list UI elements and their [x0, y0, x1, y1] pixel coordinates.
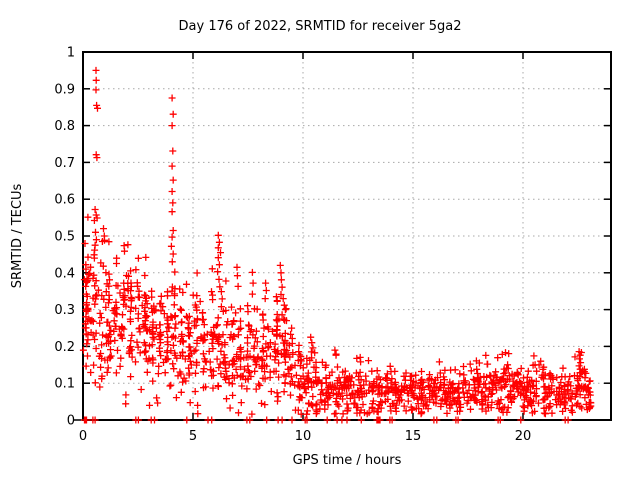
svg-text:0.1: 0.1 [54, 377, 75, 392]
x-axis-label: GPS time / hours [293, 453, 402, 468]
svg-text:15: 15 [405, 429, 422, 444]
svg-text:0.2: 0.2 [54, 340, 75, 355]
svg-text:0: 0 [79, 429, 87, 444]
svg-text:0.6: 0.6 [54, 193, 75, 208]
tick-labels: 0 5 10 15 20 0 0.1 0.2 0.3 0.4 0.5 0.6 0.7 0.8 0.9 1 [54, 46, 531, 445]
grid [83, 52, 611, 420]
svg-text:0: 0 [67, 414, 75, 429]
svg-text:0.7: 0.7 [54, 156, 75, 171]
svg-text:0.9: 0.9 [54, 82, 75, 97]
svg-text:10: 10 [295, 429, 312, 444]
chart-title: Day 176 of 2022, SRMTID for receiver 5ga… [179, 19, 462, 34]
svg-text:0.4: 0.4 [54, 266, 75, 281]
svg-text:0.8: 0.8 [54, 119, 75, 134]
svg-text:0.5: 0.5 [54, 230, 75, 245]
scatter-points [79, 66, 595, 424]
svg-text:5: 5 [189, 429, 197, 444]
y-axis-label: SRMTID / TECUs [10, 184, 25, 289]
svg-text:0.3: 0.3 [54, 303, 75, 318]
svg-text:20: 20 [515, 429, 532, 444]
svg-text:1: 1 [67, 46, 75, 61]
